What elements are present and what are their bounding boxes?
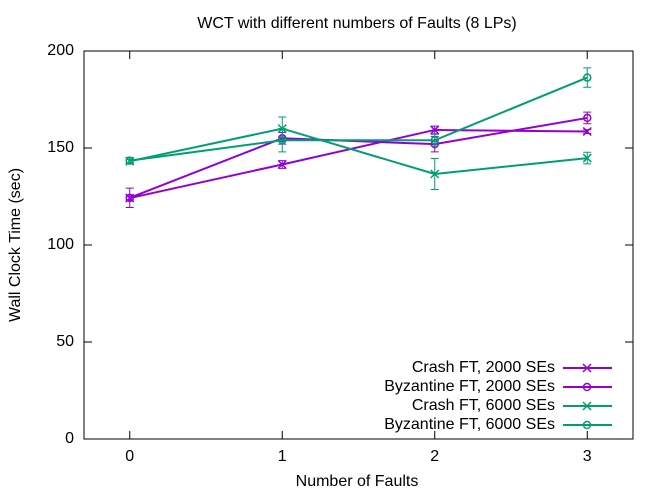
marker [430,169,440,179]
legend-marker [582,420,592,430]
chart-title: WCT with different numbers of Faults (8 … [197,15,517,32]
error-bar [278,128,287,153]
marker [583,113,592,123]
marker [582,153,592,163]
y-tick-label: 50 [56,333,74,350]
y-tick-label: 200 [47,42,74,59]
legend-label: Crash FT, 2000 SEs [412,359,555,376]
y-axis-label: Wall Clock Time (sec) [7,168,24,322]
marker [430,135,439,145]
series-line [129,116,588,199]
y-tick-label: 100 [47,236,74,253]
legend-label: Byzantine FT, 6000 SEs [384,416,555,433]
x-tick-label: 1 [278,448,287,465]
x-axis-label: Number of Faults [296,473,419,490]
y-tick-label: 0 [65,430,74,447]
error-bar [583,67,592,88]
legend-label: Byzantine FT, 2000 SEs [384,378,555,395]
legend-marker [582,363,592,373]
marker [278,135,287,145]
x-tick-label: 3 [583,448,592,465]
x-tick-label: 0 [125,448,134,465]
x-tick-label: 2 [430,448,439,465]
marker [277,159,287,170]
marker [582,126,592,137]
legend-marker [582,382,592,392]
series-line [129,76,588,162]
marker [583,73,592,82]
series-line [129,127,588,176]
legend-label: Crash FT, 6000 SEs [412,397,555,414]
error-bar [125,187,134,209]
y-tick-label: 150 [47,139,74,156]
marker [125,193,134,203]
marker [125,156,134,165]
legend-marker [582,401,592,411]
marker [430,125,440,135]
